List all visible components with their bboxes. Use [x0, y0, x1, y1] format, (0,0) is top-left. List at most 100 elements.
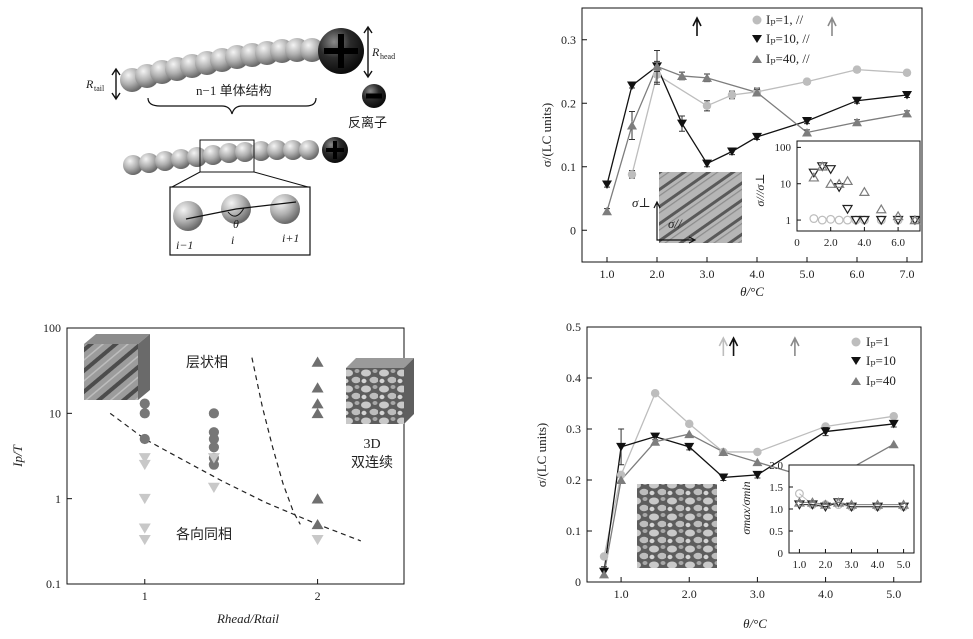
inset-frame: [788, 464, 915, 554]
data-point-s2: [684, 429, 695, 439]
tail-bead: [171, 149, 191, 169]
data-point-s1: [819, 502, 832, 513]
data-point-s1: [825, 165, 837, 175]
phase-point-isotropic: [138, 523, 151, 534]
y-tick-label: 0.3: [561, 33, 576, 47]
r-tail-dimension: R tail: [85, 67, 121, 101]
data-point-s2: [825, 178, 837, 188]
x-axis-label: θ/°C: [740, 284, 764, 299]
x-tick-label: 3.0: [700, 267, 715, 281]
legend-label-ip1: Iₚ=1, //: [766, 12, 803, 27]
x-tick-label: 5.0: [886, 587, 901, 601]
data-point-s1: [677, 119, 687, 129]
legend-label-ip10: Iₚ=10: [866, 353, 896, 368]
phase-point-lamellar: [208, 433, 219, 445]
region-label-3d: 3D: [363, 437, 380, 452]
x-tick-label: 5.0: [800, 267, 815, 281]
data-point-s2: [599, 569, 610, 579]
data-point-s2: [802, 127, 812, 137]
series-markers: [602, 50, 912, 216]
data-point-s0: [599, 552, 609, 561]
data-point-s1: [841, 204, 854, 215]
y-tick-label: 0.4: [566, 371, 581, 385]
series-line-0: [603, 392, 894, 557]
zoom-lines: [171, 171, 309, 188]
inset-lines: [799, 493, 904, 508]
phase-point-lamellar: [139, 433, 150, 445]
phase-arrows: [692, 16, 837, 36]
data-point-s0: [809, 214, 819, 223]
y-tick-label: 1: [55, 492, 61, 506]
data-point-s2: [888, 439, 899, 449]
tail-bead: [251, 141, 271, 161]
phase-point-isotropic: [311, 534, 324, 546]
transition-arrow-icon: [827, 16, 837, 36]
r-head-label: R: [371, 45, 380, 59]
phase-point-bicontinuous: [311, 493, 324, 504]
data-point-s1: [802, 117, 812, 126]
y-tick-label: 1: [786, 215, 792, 227]
x-tick-label: 4.0: [871, 559, 885, 571]
series-line-0: [631, 68, 908, 175]
tail-bead: [219, 143, 239, 163]
data-point-s0: [684, 419, 694, 429]
series-markers: [599, 389, 899, 579]
y-tick-label: 10: [780, 179, 792, 191]
data-point-s2: [871, 499, 884, 509]
x-tick-label: 1.0: [793, 559, 807, 571]
tick-marks: 1 2 0.1 1 10 100: [43, 321, 321, 603]
data-point-s1: [650, 432, 661, 442]
tail-bead: [123, 155, 143, 175]
y-tick-label: 0: [778, 548, 784, 560]
legend-marker-ip10: [851, 357, 861, 365]
phase-point-isotropic: [138, 459, 151, 471]
data-point-s0: [702, 101, 712, 111]
phase-point-lamellar: [139, 408, 150, 419]
data-point-s0: [843, 215, 852, 225]
data-point-s2: [875, 203, 887, 214]
y-tick-label: 0.1: [46, 577, 61, 591]
y-tick-label: 0.5: [566, 320, 581, 334]
r-tail-label: R: [85, 77, 94, 91]
data-point-s1: [852, 96, 862, 106]
inset-ticks: 1.0 2.0 3.0 4.0 5.0 0 0.5 1.0 1.5 2.0: [769, 460, 911, 571]
transition-arrow-icon: [718, 336, 729, 356]
data-point-s2: [892, 210, 904, 221]
bond-lines: [185, 201, 297, 220]
phase-point-bicontinuous: [311, 356, 324, 367]
tail-bead: [139, 153, 159, 173]
data-point-s1: [845, 502, 858, 513]
inset-y-label: σ///σ⊥: [753, 173, 767, 206]
plot-frame: [66, 327, 405, 585]
region-label-lamellar: 层状相: [186, 355, 228, 371]
data-point-s1: [871, 502, 884, 513]
data-point-s2: [752, 457, 763, 467]
legend-label-ip1: Iₚ=1: [866, 334, 889, 349]
data-point-s1: [902, 90, 912, 100]
data-point-s1: [875, 215, 887, 226]
tail-bead: [187, 147, 207, 167]
data-point-s2: [841, 175, 854, 186]
tail-bead: [299, 140, 319, 160]
legend-marker-ip10: [752, 35, 762, 43]
arrowhead-icon: [653, 200, 697, 244]
x-tick-label: 1.0: [600, 267, 615, 281]
plot-frame: [581, 7, 923, 263]
y-axis-label: Ip/T: [10, 444, 25, 467]
phase-point-isotropic: [138, 534, 151, 546]
sigma-perp-label: σ⊥: [632, 195, 651, 210]
bead-label-ip1: i+1: [282, 231, 299, 245]
data-point-s1: [850, 215, 862, 226]
legend-marker-ip1: [851, 337, 861, 347]
x-axis-label: θ/°C: [743, 616, 767, 631]
monomer-label: n−1 单体结构: [196, 83, 272, 98]
chart-sigma-parallel: 1.0 2.0 3.0 4.0 5.0 6.0 7.0 0 0.1 0.2 0.3 σ/(LC un…: [539, 7, 923, 299]
data-point-s0: [834, 215, 844, 225]
data-point-s0: [817, 215, 827, 225]
isotropic-texture-image: [637, 484, 717, 568]
data-point-s1: [858, 215, 870, 226]
data-point-s2: [852, 117, 862, 127]
bead-i-1: [173, 201, 203, 231]
